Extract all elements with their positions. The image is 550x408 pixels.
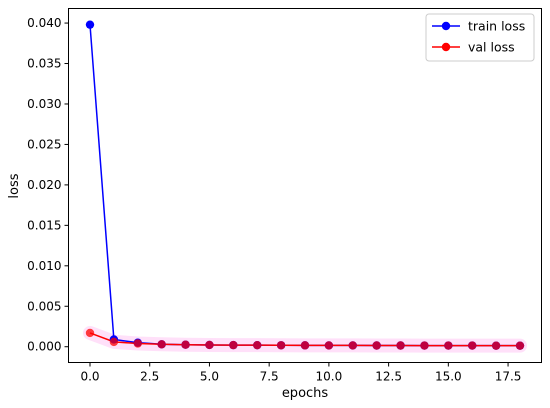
- x-axis: 0.0 2.5 5.0 7.5 10.0 12.5 15.0 17.5: [80, 362, 522, 384]
- y-tick-label: 0.025: [27, 137, 61, 151]
- val-loss-point: [253, 340, 262, 350]
- val-loss-point: [133, 339, 142, 348]
- val-loss-point: [491, 341, 501, 350]
- x-tick-label: 2.5: [140, 370, 159, 384]
- val-loss-point: [324, 341, 334, 350]
- legend-val-loss-marker: [441, 42, 451, 52]
- plot-frame: [68, 8, 542, 363]
- legend-train-loss-marker: [441, 21, 451, 31]
- legend: train loss val loss: [425, 13, 535, 62]
- y-tick-label: 0.015: [27, 218, 61, 232]
- x-axis-label: epochs: [282, 386, 329, 401]
- val-loss-point: [85, 328, 95, 338]
- val-loss-point: [205, 340, 214, 350]
- x-tick-label: 12.5: [375, 370, 402, 384]
- legend-val-loss-label: val loss: [468, 40, 515, 55]
- y-tick-label: 0.035: [27, 57, 61, 71]
- x-tick-label: 5.0: [200, 370, 219, 384]
- plot-area: [68, 8, 542, 363]
- val-loss-point: [396, 341, 405, 350]
- val-loss-point: [181, 340, 190, 349]
- val-loss-point: [109, 337, 119, 347]
- val-loss-point: [372, 341, 381, 350]
- val-loss-point: [300, 341, 310, 350]
- val-loss-point: [157, 340, 166, 349]
- legend-train-loss-label: train loss: [468, 19, 525, 34]
- x-tick-label: 7.5: [260, 370, 279, 384]
- x-tick-label: 0.0: [80, 370, 99, 384]
- y-tick-label: 0.005: [27, 299, 61, 313]
- y-tick-label: 0.030: [27, 97, 61, 111]
- val-loss-point: [229, 340, 238, 350]
- y-axis: 0.000 0.005 0.010 0.015 0.020 0.025 0.030 0.035…: [27, 16, 69, 354]
- x-tick-label: 15.0: [435, 370, 462, 384]
- y-axis-label: loss: [7, 173, 22, 198]
- series-layer: [85, 20, 525, 350]
- train-loss-point: [85, 20, 95, 29]
- val-loss-point: [276, 341, 286, 350]
- val-loss-point: [515, 341, 525, 350]
- val-loss-point: [420, 341, 429, 350]
- y-tick-label: 0.010: [27, 259, 61, 273]
- val-loss-point: [348, 341, 357, 350]
- x-tick-label: 17.5: [495, 370, 522, 384]
- y-tick-label: 0.040: [27, 16, 61, 30]
- val-loss-point: [444, 341, 453, 350]
- y-tick-label: 0.000: [27, 340, 61, 354]
- x-tick-label: 10.0: [316, 370, 343, 384]
- y-tick-label: 0.020: [27, 178, 61, 192]
- val-loss-point: [468, 341, 477, 350]
